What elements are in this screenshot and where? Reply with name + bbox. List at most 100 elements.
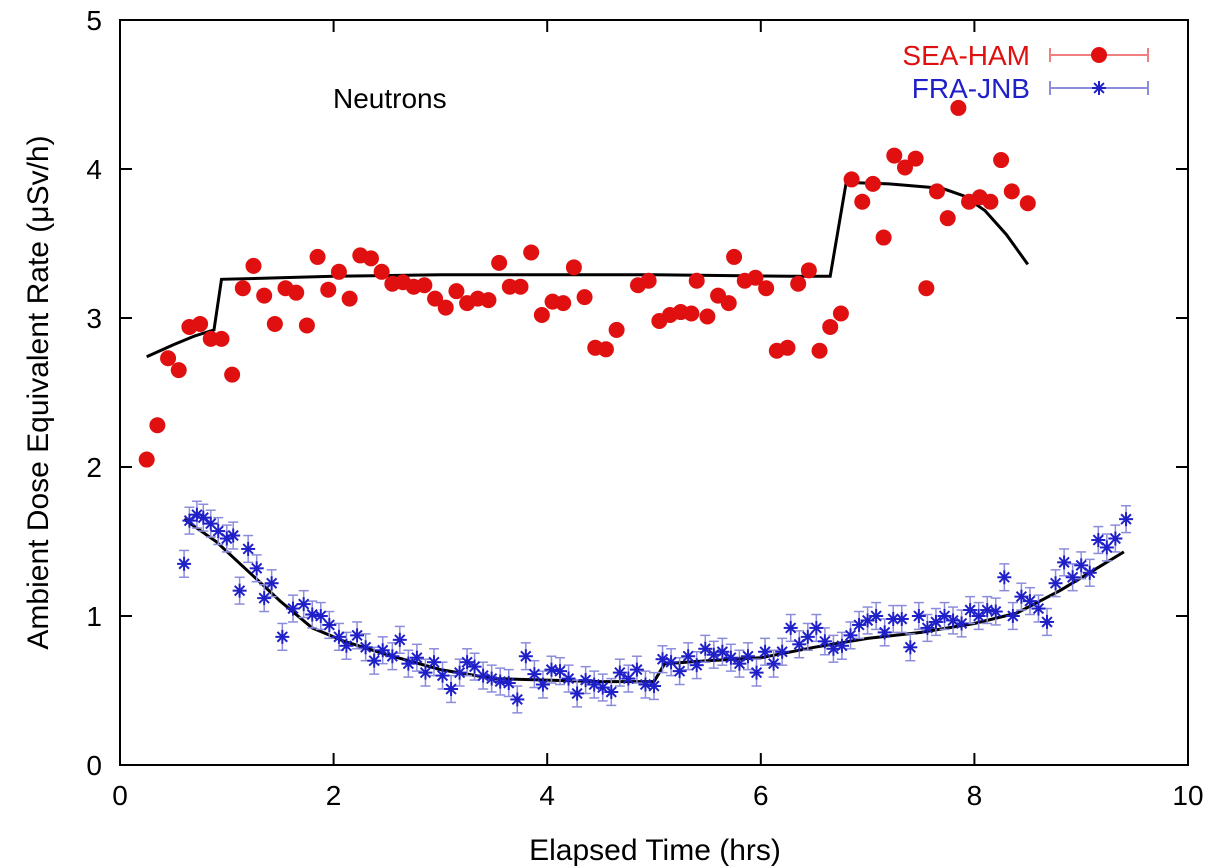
asterisk-stroke xyxy=(879,626,891,638)
point-fra-jnb xyxy=(401,656,416,671)
axis-ticks: 0 2 4 6 8 10 0 1 2 3 4 5 xyxy=(86,5,1203,811)
point-sea-ham xyxy=(512,278,529,295)
point-fra-jnb xyxy=(544,662,559,677)
point-fra-jnb xyxy=(226,528,241,543)
point-fra-jnb xyxy=(241,541,256,556)
asterisk-stroke xyxy=(520,650,532,662)
point-fra-jnb xyxy=(350,628,365,643)
asterisk-stroke xyxy=(419,667,432,679)
asterisk-stroke xyxy=(964,604,976,616)
point-sea-ham xyxy=(234,280,251,297)
asterisk-stroke xyxy=(588,678,600,691)
point-sea-ham xyxy=(1003,183,1020,200)
point-fra-jnb xyxy=(928,614,943,629)
point-sea-ham xyxy=(982,193,999,210)
point-fra-jnb xyxy=(638,677,653,692)
point-fra-jnb xyxy=(621,671,636,686)
asterisk-stroke xyxy=(205,518,217,530)
point-fra-jnb xyxy=(1048,576,1063,591)
point-sea-ham xyxy=(608,321,625,338)
asterisk-stroke xyxy=(631,664,643,676)
point-sea-ham xyxy=(224,366,241,383)
point-fra-jnb xyxy=(182,513,197,528)
point-sea-ham xyxy=(822,318,839,335)
asterisk-stroke xyxy=(183,515,196,527)
asterisk-stroke xyxy=(955,617,968,630)
asterisk-stroke xyxy=(298,598,310,610)
point-sea-ham xyxy=(896,159,913,176)
point-sea-ham xyxy=(149,417,166,434)
point-fra-jnb xyxy=(518,649,533,664)
asterisk-stroke xyxy=(562,672,575,685)
point-fra-jnb xyxy=(501,676,516,691)
asterisk-stroke xyxy=(896,613,908,625)
asterisk-stroke xyxy=(699,643,711,655)
point-sea-ham xyxy=(416,277,433,294)
point-fra-jnb xyxy=(980,603,995,618)
point-sea-ham xyxy=(929,183,946,200)
asterisk-stroke xyxy=(1093,82,1105,94)
point-fra-jnb xyxy=(723,650,738,665)
point-fra-jnb xyxy=(604,684,619,699)
point-sea-ham xyxy=(597,341,614,358)
point-fra-jnb xyxy=(452,665,467,680)
asterisk-stroke xyxy=(212,525,224,537)
asterisk-stroke xyxy=(394,634,406,646)
point-sea-ham xyxy=(640,272,657,289)
y-axis-label: Ambient Dose Equivalent Rate (μSv/h) xyxy=(22,135,55,649)
asterisk-stroke xyxy=(191,509,203,521)
point-sea-ham xyxy=(843,171,860,188)
point-fra-jnb xyxy=(843,628,858,643)
asterisk-stroke xyxy=(315,610,327,622)
point-fra-jnb xyxy=(331,629,346,644)
asterisk-stroke xyxy=(861,614,874,627)
asterisk-stroke xyxy=(486,672,498,685)
point-fra-jnb xyxy=(664,655,679,670)
asterisk-stroke xyxy=(178,558,190,570)
asterisk-stroke xyxy=(1058,556,1070,568)
legend-label-sea-ham: SEA-HAM xyxy=(902,40,1030,71)
point-sea-ham xyxy=(427,290,444,307)
point-fra-jnb xyxy=(460,655,475,670)
point-sea-ham xyxy=(555,295,572,312)
point-sea-ham xyxy=(309,248,326,265)
asterisk-stroke xyxy=(377,644,389,656)
point-sea-ham xyxy=(886,147,903,164)
point-fra-jnb xyxy=(1057,555,1072,570)
asterisk-stroke xyxy=(973,610,985,622)
asterisk-stroke xyxy=(258,592,270,604)
asterisk-stroke xyxy=(648,680,660,692)
point-fra-jnb xyxy=(903,640,918,655)
asterisk-stroke xyxy=(537,678,549,691)
point-fra-jnb xyxy=(971,609,986,623)
x-tick-label: 4 xyxy=(539,780,555,811)
point-sea-ham xyxy=(288,284,305,301)
asterisk-stroke xyxy=(682,650,694,662)
asterisk-stroke xyxy=(445,683,457,695)
point-fra-jnb xyxy=(1108,531,1123,546)
y-tick-label: 2 xyxy=(86,452,102,483)
point-fra-jnb xyxy=(561,671,576,686)
point-fra-jnb xyxy=(375,643,390,658)
asterisk-stroke xyxy=(333,631,345,643)
point-sea-ham xyxy=(320,281,337,298)
point-fra-jnb xyxy=(997,570,1012,585)
asterisk-stroke xyxy=(468,661,481,673)
point-sea-ham xyxy=(170,362,187,379)
asterisk-stroke xyxy=(810,622,822,634)
point-sea-ham xyxy=(491,254,508,271)
x-tick-label: 8 xyxy=(967,780,983,811)
asterisk-stroke xyxy=(251,562,263,574)
point-fra-jnb xyxy=(1119,512,1134,527)
point-fra-jnb xyxy=(435,668,450,683)
asterisk-stroke xyxy=(656,653,669,665)
point-fra-jnb xyxy=(535,677,550,692)
point-fra-jnb xyxy=(698,641,713,656)
point-fra-jnb xyxy=(527,667,542,682)
point-sea-ham xyxy=(993,152,1010,169)
point-fra-jnb xyxy=(444,682,459,697)
asterisk-stroke xyxy=(1024,595,1036,607)
point-sea-ham xyxy=(854,193,871,210)
point-fra-jnb xyxy=(493,674,508,689)
point-fra-jnb xyxy=(911,609,926,623)
